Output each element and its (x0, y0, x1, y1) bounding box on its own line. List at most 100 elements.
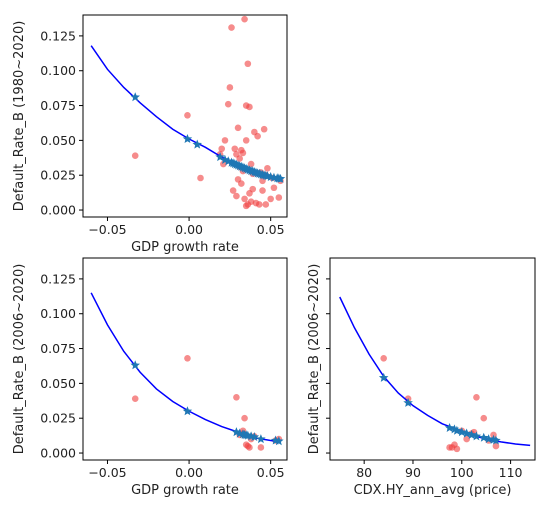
chart-0-observed-point (255, 201, 263, 208)
chart-0-y-tick-label: 0.100 (40, 63, 76, 78)
chart-0-observed-point (224, 100, 232, 108)
chart-0-observed-point (238, 180, 245, 187)
chart-2-plot-area (339, 296, 531, 453)
chart-2-x-tick-label: 100 (450, 465, 474, 480)
chart-0-plot-frame (82, 14, 288, 218)
chart-1-x-axis-label: GDP growth rate (131, 483, 239, 498)
chart-0-y-axis-label: Default_Rate_B (1980~2020) (12, 21, 27, 212)
chart-2-observed-point (380, 355, 387, 362)
chart-1-observed-point (257, 444, 265, 451)
chart-2-fitted-point (491, 435, 501, 445)
chart-1-fitted-point (182, 406, 193, 416)
chart-0-observed-point (218, 145, 226, 153)
chart-2-fit-curve (339, 296, 531, 447)
chart-0-fitted-point (182, 133, 193, 144)
chart-2-x-tick-label: 80 (356, 465, 372, 480)
chart-0-plot-area (90, 15, 286, 210)
chart-2-observed-point (480, 414, 488, 422)
chart-0-x-tick-label: 0.05 (257, 222, 285, 237)
chart-0-observed-point (228, 24, 235, 31)
chart-0-observed-point (231, 145, 239, 153)
chart-0-x-tick-label: 0.00 (175, 222, 203, 237)
chart-1-y-tick-label: 0.100 (40, 306, 76, 321)
chart-0-observed-point (220, 160, 227, 168)
chart-1-y-tick-label: 0.125 (40, 271, 76, 286)
chart-2-fitted-point (483, 434, 494, 444)
chart-0-observed-point (262, 201, 270, 208)
chart-0-observed-point (221, 137, 229, 144)
chart-0-x-tick-label: −0.05 (88, 222, 126, 237)
chart-2-fitted-point (378, 372, 389, 382)
chart-1-observed-point (241, 414, 248, 422)
chart-0-observed-point (229, 187, 237, 194)
chart-panel-bottom-right: 80 90 100 110 CDX.HY_ann_avg (price) Default_… (307, 257, 536, 498)
chart-0-observed-point (242, 202, 250, 210)
chart-0-observed-point (249, 185, 257, 193)
chart-1-observed-point (184, 355, 191, 362)
chart-1-fitted-point (249, 432, 260, 442)
chart-1-x-tick-label: 0.05 (257, 465, 285, 480)
chart-1-fitted-point (256, 434, 266, 444)
chart-2-x-tick-label: 110 (499, 465, 523, 480)
chart-1-y-tick-label: 0.000 (40, 446, 76, 461)
chart-2-observed-point (448, 444, 456, 451)
chart-2-fitted-point (452, 425, 462, 435)
chart-2-x-tick-label: 90 (405, 465, 421, 480)
chart-0-observed-point (131, 152, 139, 160)
chart-1-y-tick-label: 0.025 (40, 411, 76, 426)
chart-0-observed-point (260, 125, 268, 133)
chart-0-observed-point (234, 124, 242, 132)
chart-0-observed-point (241, 15, 248, 23)
chart-0-fitted-point (223, 156, 233, 166)
chart-0-y-tick-label: 0.075 (40, 98, 76, 113)
chart-2-y-axis-label: Default_Rate_B (2006~2020) (307, 264, 322, 455)
chart-0-fitted-point (275, 173, 286, 183)
chart-2-fitted-point (444, 422, 455, 432)
chart-1-x-tick-label: −0.05 (88, 465, 126, 480)
chart-0-observed-point (267, 195, 274, 203)
chart-0-observed-point (233, 192, 240, 200)
chart-panel-top-left: −0.05 0.00 0.05 0.000 0.025 0.050 0.075 0.100 0.… (12, 14, 288, 255)
chart-1-plot-frame (82, 257, 288, 461)
chart-0-x-axis-label: GDP growth rate (131, 240, 239, 255)
chart-0-observed-point (184, 112, 191, 119)
chart-0-observed-point (275, 194, 283, 201)
chart-2-observed-point (492, 442, 500, 450)
chart-1-observed-point (233, 394, 240, 401)
chart-2-plot-frame (329, 257, 536, 461)
chart-2-fitted-point (461, 428, 472, 438)
chart-0-y-tick-label: 0.050 (40, 133, 76, 148)
chart-0-fitted-point (215, 152, 225, 162)
chart-1-y-tick-label: 0.050 (40, 376, 76, 391)
chart-0-observed-point (241, 195, 248, 203)
chart-2-fitted-point (478, 432, 489, 442)
chart-2-fitted-point (466, 429, 477, 439)
chart-0-fitted-point (130, 92, 140, 102)
chart-0-observed-point (270, 184, 278, 192)
chart-1-fitted-point (274, 436, 284, 446)
chart-1-plot-area (90, 292, 284, 451)
chart-1-y-tick-label: 0.075 (40, 341, 76, 356)
chart-1-fitted-point (130, 360, 140, 370)
chart-2-fitted-point (403, 397, 413, 407)
chart-0-observed-point (239, 149, 247, 157)
chart-panel-bottom-left: −0.05 0.00 0.05 0.000 0.025 0.050 0.075 0.100 0.… (12, 257, 288, 498)
chart-2-observed-point (473, 394, 480, 401)
chart-0-observed-point (226, 84, 234, 91)
chart-2-x-axis-label: CDX.HY_ann_avg (price) (354, 483, 512, 498)
chart-0-observed-point (236, 155, 243, 162)
chart-0-observed-point (247, 198, 255, 205)
chart-1-x-tick-label: 0.00 (175, 465, 203, 480)
chart-0-observed-point (244, 60, 252, 68)
chart-1-observed-point (246, 444, 253, 451)
chart-2-fitted-point (449, 424, 460, 434)
chart-1-y-axis-label: Default_Rate_B (2006~2020) (12, 264, 27, 455)
chart-0-y-tick-label: 0.025 (40, 168, 76, 183)
chart-0-observed-point (254, 132, 261, 140)
chart-2-fitted-point (471, 431, 482, 441)
chart-0-observed-point (197, 174, 204, 182)
chart-0-observed-point (246, 103, 253, 111)
chart-0-y-tick-label: 0.125 (40, 28, 76, 43)
chart-0-y-tick-label: 0.000 (40, 203, 76, 218)
